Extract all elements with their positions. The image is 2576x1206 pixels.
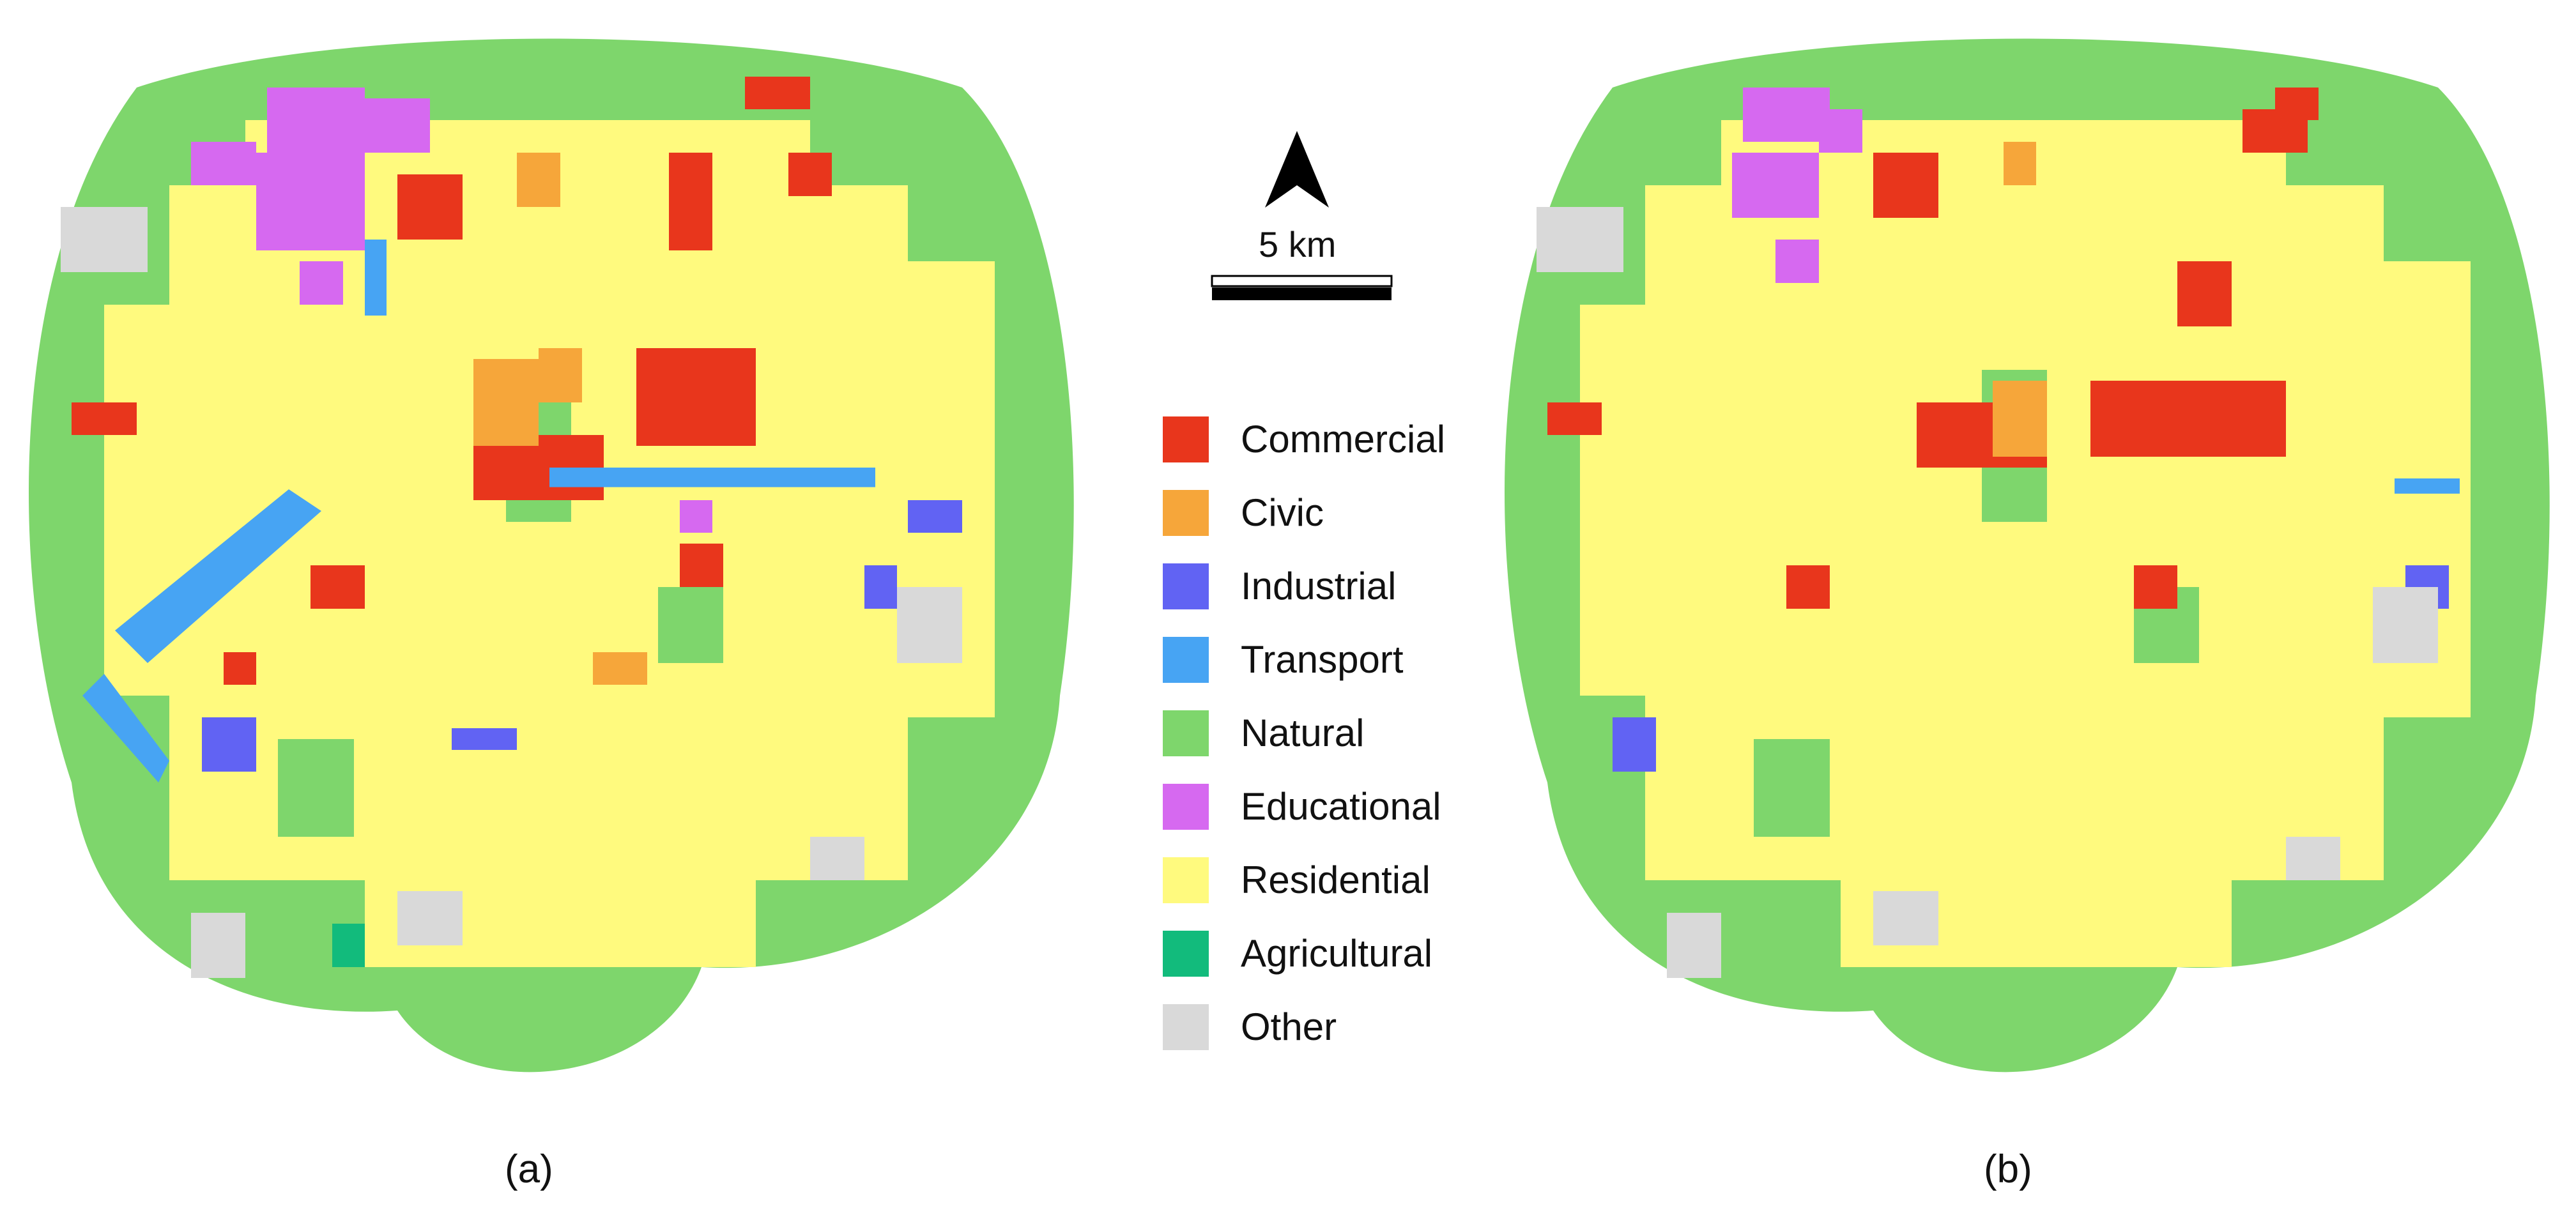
map-panel-b	[1482, 13, 2568, 1118]
legend-swatch	[1163, 710, 1209, 756]
legend-swatch	[1163, 783, 1209, 830]
legend-item: Agricultural	[1163, 917, 1445, 990]
legend-swatch	[1163, 563, 1209, 609]
legend-item: Natural	[1163, 696, 1445, 770]
educational-zones	[1732, 88, 1862, 283]
scale-bar	[1211, 275, 1393, 300]
legend-item: Residential	[1163, 843, 1445, 917]
other-zones	[1537, 207, 2438, 978]
other-zones	[61, 207, 962, 978]
legend-swatch	[1163, 1004, 1209, 1050]
legend-label: Transport	[1241, 638, 1404, 681]
legend-item: Civic	[1163, 476, 1445, 549]
legend-label: Natural	[1241, 712, 1365, 754]
legend-swatch	[1163, 930, 1209, 977]
legend-item: Other	[1163, 990, 1445, 1064]
commercial-zones	[1547, 88, 2319, 609]
land-use-map-a	[29, 38, 1074, 1072]
legend-swatch	[1163, 857, 1209, 903]
educational-zones	[191, 88, 712, 533]
legend-swatch	[1163, 636, 1209, 683]
legend-swatch	[1163, 416, 1209, 462]
legend-label: Commercial	[1241, 418, 1446, 461]
legend: Commercial Civic Industrial Transport Natura…	[1163, 402, 1445, 1064]
map-panel-a	[6, 13, 1092, 1118]
caption-b: (b)	[1984, 1147, 2032, 1191]
land-use-map-b	[1505, 38, 2550, 1072]
civic-zones	[1993, 142, 2047, 457]
legend-label: Industrial	[1241, 565, 1397, 607]
legend-item: Transport	[1163, 623, 1445, 696]
legend-swatch	[1163, 489, 1209, 536]
agricultural-zone	[332, 924, 365, 967]
north-arrow-icon	[1265, 131, 1329, 208]
industrial-zones	[202, 500, 962, 772]
legend-label: Educational	[1241, 785, 1441, 828]
civic-zones	[473, 153, 647, 685]
transport-zones	[82, 240, 875, 782]
legend-label: Civic	[1241, 491, 1324, 534]
scale-label: 5 km	[1259, 224, 1337, 264]
legend-label: Other	[1241, 1005, 1337, 1048]
legend-label: Residential	[1241, 859, 1430, 901]
legend-item: Industrial	[1163, 549, 1445, 623]
transport-zones	[2395, 478, 2460, 494]
legend-item: Commercial	[1163, 402, 1445, 476]
caption-a: (a)	[505, 1147, 553, 1191]
legend-item: Educational	[1163, 770, 1445, 843]
legend-label: Agricultural	[1241, 932, 1433, 975]
